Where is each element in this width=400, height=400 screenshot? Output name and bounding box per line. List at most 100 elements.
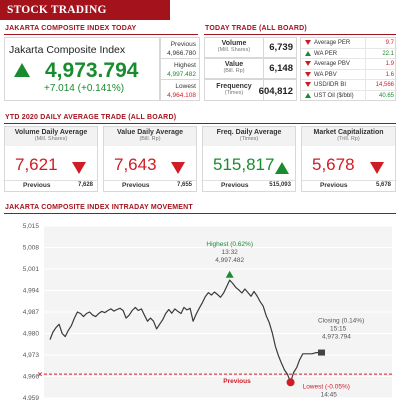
trade-volume-row: Volume (Mill. Shares) 6,739 [204, 37, 297, 58]
trade-value-label: Value [224, 61, 244, 68]
card-unit: (Mill. Shares) [34, 136, 68, 142]
triangle-down-icon [305, 40, 311, 45]
chart-title: JAKARTA COMPOSITE INDEX INTRADAY MOVEMEN… [5, 204, 193, 211]
ratio-value: 9.7 [385, 40, 394, 46]
ratios-panel: Average PER 9.7 WA PER 22.1 Average PBV … [300, 37, 397, 101]
ytd-card-volume: Volume Daily Average (Mill. Shares) 7,62… [4, 126, 98, 192]
ytd-section-title: YTD 2020 DAILY AVERAGE TRADE (ALL BOARD) [5, 114, 177, 121]
jci-panel [4, 37, 160, 101]
y-tick-label: 5,015 [23, 223, 40, 230]
lowest-dot [286, 378, 295, 387]
lowest-time: 14:45 [321, 391, 338, 398]
triangle-up-icon [225, 270, 234, 278]
jci-lowest-value: 4,964.108 [167, 92, 196, 99]
ytd-section-divider [4, 123, 396, 124]
highest-time: 13:32 [222, 249, 239, 256]
y-tick-label: 4,966 [23, 374, 40, 381]
ratio-row-wa-per: WA PER 22.1 [301, 48, 397, 59]
trade-frequency-unit: (Times) [224, 90, 244, 96]
card-unit: (Bill. Rp) [139, 136, 161, 142]
ratio-label: UST Oil ($/bbl) [314, 92, 354, 99]
triangle-up-icon [305, 92, 311, 98]
card-previous-value: 515,093 [269, 182, 291, 188]
jci-previous-label: Previous [170, 41, 196, 48]
y-tick-label: 4,987 [23, 309, 40, 316]
ratio-label: WA PER [314, 50, 338, 57]
ratio-value: 1.9 [385, 61, 394, 67]
trade-value-unit: (Bill. Rp) [223, 68, 245, 74]
card-previous-label: Previous [221, 182, 249, 189]
closing-label: Closing (0.14%) [318, 318, 364, 325]
today-trade-title: TODAY TRADE (ALL BOARD) [205, 25, 307, 32]
card-value: 7,621 [15, 155, 58, 174]
y-tick-label: 4,959 [23, 395, 40, 400]
card-previous-value: 7,655 [176, 182, 192, 188]
highest-label: Highest (0.62%) [206, 241, 253, 248]
closing-marker [318, 349, 325, 356]
triangle-down-icon [171, 162, 185, 174]
ratio-value: 22.1 [382, 50, 394, 57]
trade-volume-label: Volume [221, 40, 247, 47]
series-line [49, 279, 319, 383]
trade-frequency-row: Frequency (Times) 604,812 [204, 79, 297, 101]
header-banner: STOCK TRADING SNAPSHOT [0, 0, 400, 36]
jci-change: +7.014 (+0.141%) [44, 83, 125, 94]
jci-lowest: Lowest 4,964.108 [160, 79, 200, 101]
ratio-value: 14,566 [375, 82, 394, 88]
close-icon: × [38, 370, 43, 379]
ratio-label: Average PBV [314, 61, 350, 67]
jci-highest-value: 4,997.482 [167, 71, 196, 78]
trade-value-value: 6,148 [269, 63, 293, 74]
card-value: 7,643 [114, 155, 157, 174]
chart-section-divider [4, 213, 396, 214]
ratio-row-ust-oil: UST Oil ($/bbl) 40.65 [301, 90, 397, 101]
jci-section-title: JAKARTA COMPOSITE INDEX TODAY [5, 25, 137, 32]
card-unit: (Trill. Rp) [337, 136, 360, 142]
triangle-up-icon [14, 63, 30, 77]
previous-label: Previous [223, 378, 251, 385]
ytd-card-value: Value Daily Average (Bill. Rp) 7,643 Pre… [103, 126, 197, 192]
triangle-down-icon [305, 71, 311, 77]
jci-lowest-label: Lowest [175, 83, 196, 90]
card-value: 515,817 [213, 155, 275, 174]
ytd-card-frequency: Freq. Daily Average (Times) 515,817 Prev… [202, 126, 296, 192]
jci-highest: Highest 4,997.482 [160, 58, 200, 80]
ratio-label: USD/IDR BI [314, 82, 347, 88]
triangle-down-icon [305, 82, 311, 87]
lowest-label: Lowest (-0.05%) [303, 383, 350, 390]
jci-section-divider [4, 34, 198, 35]
trade-value-row: Value (Bill. Rp) 6,148 [204, 58, 297, 79]
card-title: Market Capitalization [313, 129, 384, 136]
trade-volume-value: 6,739 [269, 42, 293, 53]
triangle-down-icon [72, 162, 86, 174]
jci-highest-label: Highest [173, 62, 196, 69]
ratio-label: Average PER [314, 40, 351, 46]
intraday-chart-svg: 5,015 5,008 5,001 4,994 4,987 4,980 4,973 4,966… [23, 223, 392, 400]
triangle-up-icon [305, 50, 311, 56]
ratio-row-usd-idr: USD/IDR BI 14,566 [301, 80, 397, 91]
closing-value: 4,973.794 [322, 334, 351, 341]
card-title: Freq. Daily Average [216, 129, 282, 136]
card-value: 5,678 [312, 155, 355, 174]
card-unit: (Times) [239, 136, 259, 142]
trade-frequency-label: Frequency [216, 83, 252, 90]
page-title: STOCK TRADING SNAPSHOT [0, 0, 170, 36]
y-tick-label: 5,008 [23, 245, 40, 252]
today-trade-divider [204, 34, 396, 35]
card-previous-value: 7,628 [77, 182, 93, 188]
ratio-label: WA PBV [314, 71, 337, 78]
card-previous-value: 5,678 [375, 182, 391, 188]
ratio-row-wa-pbv: WA PBV 1.6 [301, 69, 397, 80]
ratio-value: 40.65 [378, 92, 394, 99]
card-previous-label: Previous [122, 182, 150, 189]
triangle-up-icon [275, 162, 289, 174]
intraday-chart: 5,015 5,008 5,001 4,994 4,987 4,980 4,973 4,966… [4, 218, 396, 400]
jci-previous: Previous 4,966.780 [160, 37, 200, 59]
card-title: Value Daily Average [116, 129, 184, 136]
trade-volume-unit: (Mill. Shares) [217, 47, 251, 53]
ratio-row-average-pbv: Average PBV 1.9 [301, 59, 397, 70]
jci-previous-value: 4,966.780 [167, 50, 196, 57]
jci-name: Jakarta Composite Index [9, 44, 126, 56]
y-tick-label: 4,973 [23, 352, 40, 359]
triangle-down-icon [370, 162, 384, 174]
